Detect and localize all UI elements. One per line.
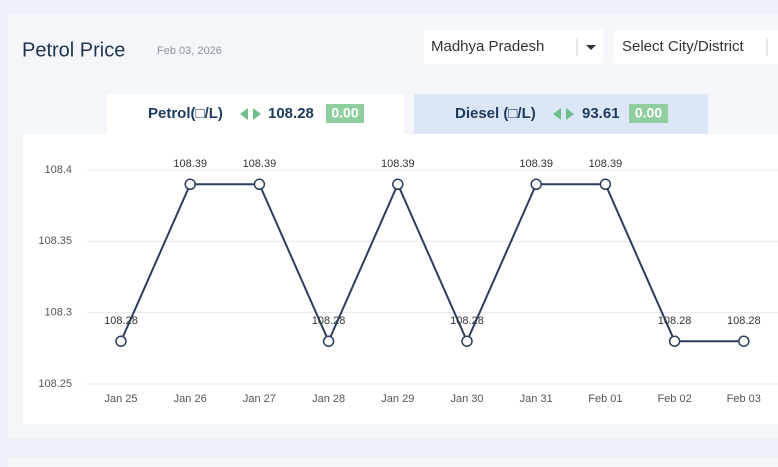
point (599, 178, 612, 191)
change-icon (553, 108, 574, 120)
y-tick-label: 108.35 (38, 235, 72, 247)
y-tick-label: 108.4 (44, 164, 72, 176)
data-label: 108.28 (312, 315, 346, 327)
next-card (8, 458, 778, 467)
tab-change: 0.00 (635, 105, 662, 121)
x-tick-label: Jan 25 (104, 393, 137, 405)
x-tick-label: Jan 27 (243, 393, 276, 405)
tab-label: Petrol(□/L) (148, 105, 223, 122)
city-dropdown[interactable] (614, 30, 778, 64)
point (184, 178, 196, 191)
point (115, 335, 127, 347)
x-tick-label: Feb 02 (657, 393, 691, 405)
x-tick-label: Jan 31 (520, 393, 553, 405)
point (530, 178, 542, 191)
data-label: 108.39 (243, 158, 277, 170)
x-tick-label: Jan 30 (450, 393, 483, 405)
point (738, 335, 750, 347)
data-label: 108.39 (589, 158, 623, 170)
point (322, 335, 335, 347)
line (120, 181, 744, 344)
tab-change: 0.00 (331, 105, 358, 121)
point (392, 178, 404, 191)
tab-label: Diesel (□/L) (455, 105, 536, 122)
point (461, 335, 473, 347)
x-tick-label: Jan 29 (381, 393, 414, 405)
state-label: Madhya Pradesh (431, 38, 544, 55)
caret (586, 45, 596, 50)
tab-price: 93.61 (582, 105, 620, 122)
x-tick-label: Jan 28 (312, 393, 345, 405)
y-tick-label: 108.25 (38, 378, 72, 390)
data-label: 108.28 (658, 315, 692, 327)
change-badge (629, 104, 668, 123)
point (253, 178, 266, 191)
data-label: 108.39 (381, 158, 415, 170)
x-tick-label: Jan 26 (174, 393, 207, 405)
tab-price: 108.28 (268, 105, 314, 122)
y-tick-label: 108.3 (44, 307, 72, 319)
plot-area (23, 134, 778, 424)
data-label: 108.39 (173, 158, 207, 170)
data-label: 108.28 (104, 315, 138, 327)
change-icon (240, 108, 261, 120)
date: Feb 03, 2026 (157, 45, 222, 57)
city-label: Select City/District (622, 38, 745, 55)
data-label: 108.28 (450, 315, 484, 327)
x-tick-label: Feb 01 (588, 393, 622, 405)
x-tick-label: Feb 03 (727, 393, 761, 405)
data-label: 108.28 (727, 315, 761, 327)
state-dropdown[interactable] (424, 30, 603, 64)
point (668, 335, 681, 347)
data-label: 108.39 (519, 158, 553, 170)
title: Petrol Price (22, 39, 125, 61)
change-badge (326, 104, 364, 123)
